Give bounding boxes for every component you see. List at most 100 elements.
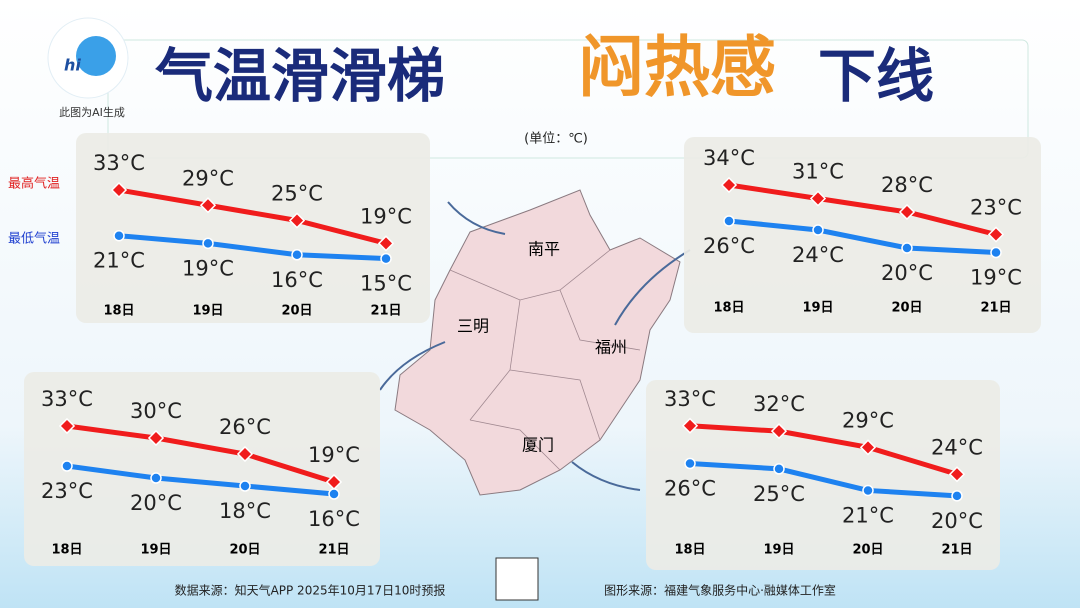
panel [76,133,430,323]
point [770,423,788,440]
value-label: 20°C [881,261,933,285]
point [684,457,696,470]
x-tick-label: 21日 [980,301,1011,316]
map: 南平 三明 福州 厦门 [379,189,691,496]
legend-max: 最高气温 [8,176,60,192]
value-label: 21°C [842,503,894,527]
point [199,197,217,214]
point [288,212,306,229]
panel [24,372,380,566]
value-label: 16°C [271,268,323,292]
series-line [116,187,389,246]
series-line [726,182,999,237]
x-tick-label: 19日 [763,543,794,558]
map-label: 南平 [528,240,560,259]
point [291,249,303,261]
series-line [726,218,999,255]
series-line [687,423,960,477]
point [720,176,738,194]
point [380,252,392,265]
title-part1: 气温滑滑梯 [155,42,445,110]
value-label: 32°C [753,392,805,416]
footer-source: 数据来源：知天气APP 2025年10月17日10时预报 [175,583,446,598]
x-tick-label: 20日 [891,301,922,316]
value-label: 20°C [931,509,983,533]
value-label: 28°C [881,173,933,197]
value-label: 24°C [931,435,983,459]
region-borders [449,249,641,471]
value-label: 33°C [664,387,716,411]
value-label: 18°C [219,499,271,523]
point [328,488,340,500]
x-tick-label: 20日 [229,543,260,558]
value-label: 19°C [182,256,234,280]
value-label: 16°C [308,507,360,531]
footer-graphic: 图形来源：福建气象服务中心·融媒体工作室 [604,583,836,598]
x-tick-label: 21日 [318,543,349,558]
unit: (单位：℃) [524,132,588,147]
mascot-body [76,36,116,76]
value-label: 29°C [842,408,894,432]
series-line [687,461,960,499]
map-label: 三明 [457,317,489,336]
point [809,190,827,207]
qr-code [495,557,539,601]
x-tick-label: 18日 [674,543,705,558]
point [58,417,76,435]
value-label: 31°C [792,160,844,184]
x-tick-label: 18日 [103,304,134,319]
point [236,445,254,463]
connector-lines [379,201,691,491]
value-label: 34°C [703,146,755,170]
title-part3: 下线 [818,42,934,110]
map-label: 厦门 [522,436,554,455]
value-label: 26°C [219,415,271,439]
point [812,224,824,236]
point [147,429,165,447]
x-tick-label: 18日 [713,301,744,316]
point [990,246,1002,259]
ai-note: 此图为AI生成 [59,105,125,119]
point [325,473,343,491]
value-label: 26°C [664,477,716,501]
x-tick-label: 20日 [852,543,883,558]
point [773,463,785,475]
point [862,484,874,497]
value-label: 21°C [93,249,145,273]
value-label: 33°C [93,151,145,175]
value-label: 24°C [792,243,844,267]
point [681,417,699,434]
x-tick-label: 21日 [370,304,401,319]
x-tick-label: 19日 [802,301,833,316]
header-box [107,39,1029,159]
value-label: 19°C [970,266,1022,290]
x-tick-label: 21日 [941,543,972,558]
x-tick-label: 18日 [51,543,82,558]
point [239,480,251,492]
x-tick-label: 19日 [192,304,223,319]
point [723,215,735,227]
point [948,466,966,483]
point [150,472,162,484]
value-label: 23°C [41,479,93,503]
point [61,460,73,472]
point [951,490,963,502]
point [901,242,913,254]
logo-text: hi [64,56,81,75]
value-label: 20°C [130,491,182,515]
x-tick-label: 20日 [281,304,312,319]
legend-min: 最低气温 [8,231,60,247]
x-tick-label: 19日 [140,543,171,558]
point [377,235,395,252]
panel [684,137,1041,333]
value-label: 25°C [753,482,805,506]
point [113,229,125,242]
value-label: 30°C [130,399,182,423]
value-label: 29°C [182,166,234,190]
map-label: 福州 [595,338,627,357]
series-line [64,463,337,497]
value-label: 23°C [970,196,1022,220]
point [987,226,1005,243]
value-label: 33°C [41,387,93,411]
